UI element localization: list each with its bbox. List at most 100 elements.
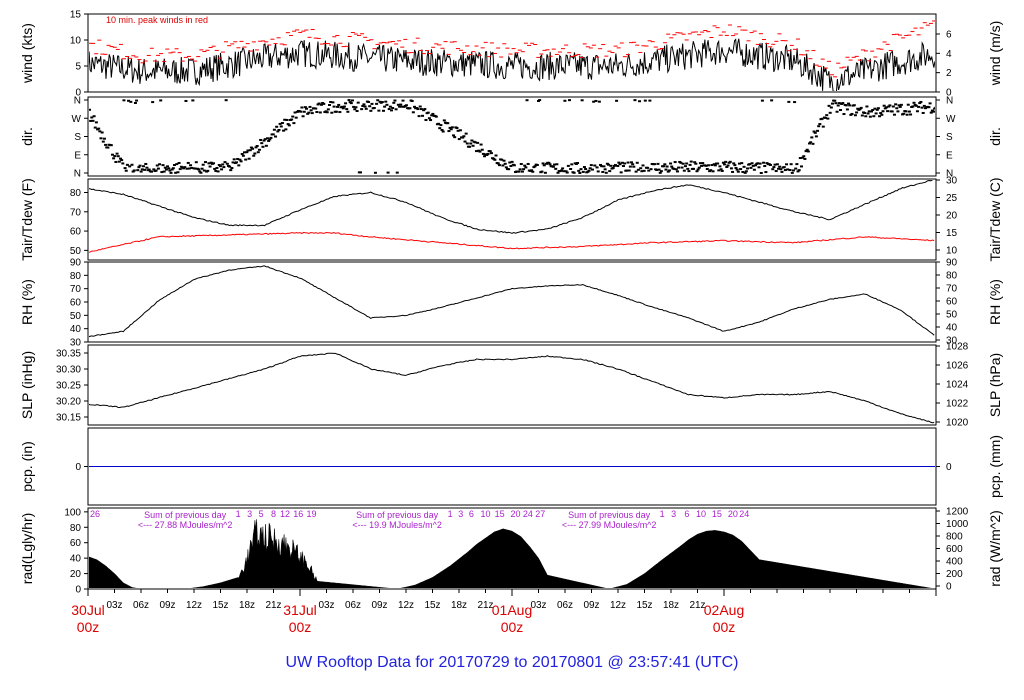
series-mark-dir — [882, 104, 886, 107]
series-mark-dir — [470, 139, 474, 142]
series-mark-dir — [231, 161, 235, 164]
series-mark-dir — [162, 170, 166, 173]
series-mark-dir — [190, 166, 194, 169]
x-major-label-day: 31Jul — [283, 602, 316, 618]
left-tick-label: 80 — [70, 271, 82, 282]
series-mark-dir — [932, 110, 935, 113]
series-mark-dir — [369, 109, 373, 112]
right-tick-label: 80 — [946, 271, 958, 282]
series-mark-dir — [548, 163, 552, 166]
series-mark-dir — [503, 162, 507, 165]
series-mark-dir — [525, 99, 529, 102]
series-mark-dir — [785, 163, 789, 166]
series-mark-dir — [737, 162, 741, 165]
series-mark-dir — [240, 153, 244, 156]
series-mark-dir — [909, 113, 913, 116]
series-mark-dir — [241, 154, 245, 157]
series-mark-dir — [220, 168, 224, 171]
day-sum-value: <--- 27.99 MJoules/m^2 — [562, 520, 657, 530]
left-tick-label: 80 — [70, 523, 82, 534]
series-mark-dir — [450, 126, 454, 129]
hour-mark-label: 15 — [495, 509, 505, 519]
series-mark-dir — [853, 114, 857, 117]
series-mark-dir — [182, 167, 186, 170]
series-mark-dir — [814, 135, 818, 138]
series-mark-dir — [808, 142, 812, 145]
series-mark-dir — [795, 163, 799, 166]
series-mark-dir — [530, 169, 534, 172]
series-mark-dir — [878, 115, 882, 118]
hour-mark-label: 15 — [712, 509, 722, 519]
hour-mark-label: 6 — [684, 509, 689, 519]
series-mark-dir — [531, 170, 535, 173]
series-mark-dir — [380, 101, 384, 104]
x-major-label-hour: 00z — [501, 619, 524, 635]
hour-mark-label: 6 — [469, 509, 474, 519]
series-mark-dir — [797, 169, 801, 172]
x-minor-label: 12z — [610, 600, 626, 611]
series-mark-dir — [611, 167, 615, 170]
series-mark-dir — [183, 166, 187, 169]
series-mark-dir — [252, 154, 256, 157]
series-mark-dir — [471, 144, 475, 147]
series-mark-dir — [159, 99, 163, 102]
series-mark-dir — [638, 100, 642, 103]
series-mark-dir — [863, 111, 867, 114]
series-mark-dir — [359, 171, 363, 174]
series-mark-dir — [90, 116, 94, 119]
series-mark-dir — [309, 109, 313, 112]
series-mark-dir — [417, 115, 421, 118]
series-mark-dir — [275, 125, 279, 128]
series-mark-dir — [895, 107, 899, 110]
series-mark-dir — [437, 122, 441, 125]
series-mark-dir — [187, 167, 191, 170]
hour-mark-label: 1 — [236, 509, 241, 519]
series-mark-dir — [267, 139, 271, 142]
right-axis-title: rad (W/m^2) — [987, 510, 1003, 587]
series-mark-dir — [452, 134, 456, 137]
series-mark-dir — [596, 170, 600, 173]
series-mark-dir — [92, 115, 96, 118]
series-mark-dir — [810, 136, 814, 139]
series-mark-dir — [597, 100, 601, 103]
series-mark-dir — [377, 109, 381, 112]
right-tick-label: 15 — [946, 228, 958, 239]
series-mark-dir — [384, 100, 388, 103]
series-mark-dir — [147, 168, 151, 171]
series-mark-dir — [770, 99, 774, 102]
series-mark-dir — [847, 102, 851, 105]
series-mark-dir — [633, 99, 637, 102]
series-mark-dir — [830, 102, 834, 105]
series-mark-dir — [835, 110, 839, 113]
series-mark-dir — [850, 112, 854, 115]
series-mark-dir — [608, 170, 612, 173]
right-tick-label: 4 — [946, 49, 952, 60]
chart-title: UW Rooftop Data for 20170729 to 20170801… — [286, 654, 739, 671]
series-mark-dir — [476, 141, 480, 144]
panel-wind: 0 5 10 15 0 2 4 6 wind (kts) wind (m/s) 10 min. pe… — [19, 10, 1003, 99]
day-sum-heading: Sum of previous day — [356, 510, 439, 520]
series-mark-dir — [375, 102, 379, 105]
series-mark-dir — [689, 160, 693, 163]
series-mark-dir — [724, 160, 728, 163]
x-major-label-hour: 00z — [77, 619, 100, 635]
series-mark-dir — [315, 111, 319, 114]
series-mark-dir — [675, 170, 679, 173]
series-mark-dir — [721, 161, 725, 164]
series-mark-dir — [340, 105, 344, 108]
series-mark-dir — [504, 166, 508, 169]
series-mark-dir — [918, 102, 922, 105]
right-tick-label: 30 — [946, 336, 958, 347]
series-mark-dir — [221, 163, 225, 166]
series-mark-dir — [151, 101, 155, 104]
series-mark-dir — [752, 168, 756, 171]
series-mark-dir — [887, 105, 891, 108]
series-mark-dir — [559, 169, 563, 172]
series-mark-dir — [314, 107, 318, 110]
series-mark-dir — [809, 141, 813, 144]
left-tick-label: 50 — [70, 246, 82, 257]
series-mark-dir — [277, 128, 281, 131]
series-mark-dir — [349, 102, 353, 105]
series-mark-dir — [577, 169, 581, 172]
series-mark-dir — [844, 104, 848, 107]
